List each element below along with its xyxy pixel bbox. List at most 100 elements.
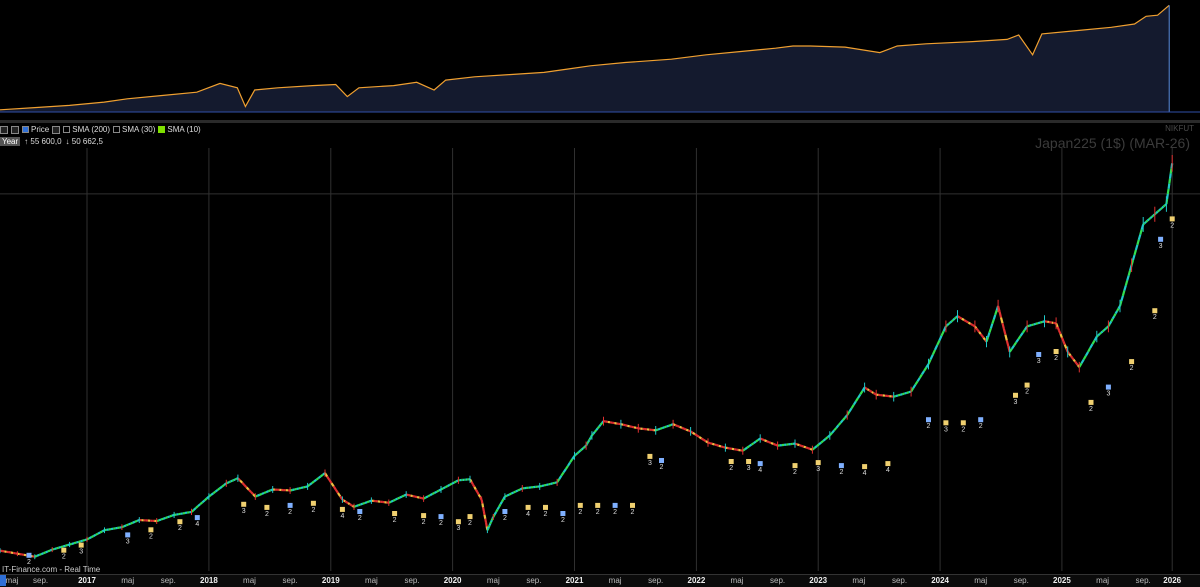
price-segment [1029, 325, 1031, 326]
price-segment [799, 445, 801, 446]
price-segment [1023, 330, 1025, 333]
signal-marker-icon [439, 514, 444, 519]
price-segment [902, 394, 904, 395]
price-segment [310, 483, 312, 485]
price-segment [514, 492, 516, 493]
signal-annotation: 2 [1129, 359, 1134, 372]
signal-marker-icon [978, 417, 983, 422]
price-segment [588, 442, 589, 443]
settings-icon[interactable] [11, 126, 19, 134]
price-segment [499, 504, 500, 507]
price-segment [836, 425, 838, 428]
price-segment [873, 393, 875, 394]
legend-item-sma10[interactable]: SMA (10) [158, 125, 200, 134]
signal-annotation: 2 [311, 501, 316, 514]
legend-item-sma200[interactable]: SMA (200) [63, 125, 110, 134]
price-segment [1101, 332, 1103, 333]
price-segment [922, 371, 924, 374]
signal-marker-icon [125, 532, 130, 537]
signal-label: 3 [747, 465, 751, 472]
price-segment [991, 324, 992, 329]
signal-label: 4 [526, 511, 530, 518]
price-segment [262, 493, 264, 494]
price-segment [1075, 361, 1076, 363]
price-segment [1062, 338, 1064, 342]
pane-splitter[interactable] [0, 120, 1200, 123]
price-segment [587, 443, 588, 444]
price-segment [583, 447, 584, 448]
price-segment [135, 521, 137, 522]
price-segment [684, 429, 686, 430]
price-segment [858, 394, 860, 398]
price-segment [37, 555, 39, 556]
checkbox-icon[interactable] [158, 126, 165, 133]
signal-marker-icon [578, 503, 583, 508]
price-segment [472, 482, 473, 485]
signal-label: 2 [578, 509, 582, 516]
price-segment [710, 443, 712, 444]
signal-marker-icon [1013, 393, 1018, 398]
signal-marker-icon [1106, 385, 1111, 390]
price-segment [83, 540, 85, 541]
price-segment [1007, 340, 1009, 346]
checkbox-icon[interactable] [113, 126, 120, 133]
price-segment [1005, 335, 1006, 341]
signal-label: 2 [288, 509, 292, 516]
signal-marker-icon [961, 420, 966, 425]
price-segment [680, 427, 682, 428]
price-segment [244, 485, 246, 487]
signal-label: 2 [1153, 314, 1157, 321]
price-segment [866, 388, 867, 389]
list-icon[interactable] [52, 126, 60, 134]
signal-marker-icon [746, 459, 751, 464]
signal-marker-icon [943, 420, 948, 425]
signal-marker-icon [560, 511, 565, 516]
price-segment [767, 441, 769, 442]
price-segment [872, 392, 873, 393]
price-segment [968, 323, 970, 324]
price-segment [745, 448, 747, 450]
price-segment [949, 323, 950, 324]
axis-corner-icon[interactable] [0, 575, 6, 586]
price-segment [1171, 168, 1172, 173]
price-segment [595, 430, 597, 432]
price-segment [266, 491, 268, 492]
signal-annotation: 2 [392, 511, 397, 524]
range-period[interactable]: Year [0, 137, 20, 146]
zoom-icon[interactable] [0, 126, 8, 134]
price-segment [678, 426, 680, 427]
price-segment [852, 405, 854, 409]
price-segment [1098, 334, 1100, 335]
signal-annotation: 2 [839, 463, 844, 476]
price-segment [240, 481, 242, 483]
price-segment [128, 524, 130, 525]
signal-annotation: 2 [421, 513, 426, 526]
x-tick-label: 2017 [78, 576, 96, 585]
signal-annotation: 2 [288, 503, 293, 516]
price-segment [769, 442, 771, 443]
price-segment [234, 480, 235, 481]
signal-label: 3 [944, 426, 948, 433]
checkbox-icon[interactable] [63, 126, 70, 133]
price-segment [1164, 205, 1165, 206]
price-segment [804, 447, 806, 448]
price-segment [72, 543, 74, 544]
price-segment [1038, 323, 1040, 324]
price-segment [570, 459, 572, 462]
price-segment [321, 475, 323, 477]
price-segment [988, 333, 989, 338]
signal-annotation: 3 [647, 454, 652, 467]
x-tick-label: sep. [283, 576, 298, 585]
price-segment [435, 492, 437, 493]
legend-item-sma30[interactable]: SMA (30) [113, 125, 155, 134]
price-segment [542, 485, 544, 486]
price-segment [1167, 194, 1168, 199]
price-segment [1072, 358, 1073, 360]
range-low-value: 50 662,5 [72, 137, 103, 146]
legend-item-price[interactable]: Price [22, 125, 49, 134]
price-segment [242, 483, 244, 485]
price-segment [1121, 296, 1123, 301]
